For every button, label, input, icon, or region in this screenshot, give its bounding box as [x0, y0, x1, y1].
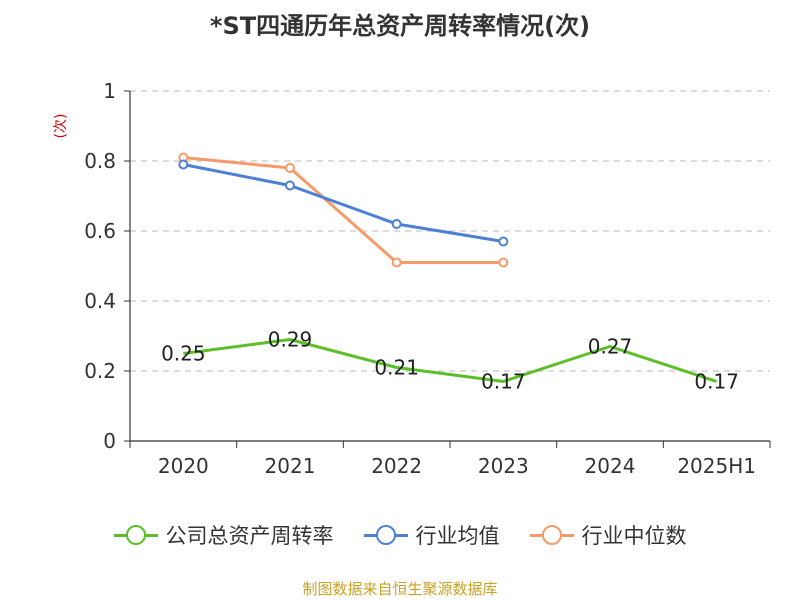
series-point-2: [498, 257, 509, 268]
series-line-1: [183, 163, 504, 243]
series-point-2: [391, 257, 402, 268]
y-tick-label: 0.6: [84, 219, 116, 243]
series-point-1: [285, 180, 295, 191]
legend-label-industry-median: 行业中位数: [581, 524, 687, 548]
legend-marker-company: [113, 525, 158, 545]
x-tick-label: 2021: [265, 454, 316, 478]
data-source-note: 制图数据来自恒生聚源数据库: [302, 580, 498, 598]
data-label: 0.21: [374, 356, 419, 380]
x-tick-label: 2022: [371, 454, 422, 478]
x-tick-label: 2023: [478, 454, 529, 478]
data-label: 0.25: [161, 342, 206, 366]
legend-label-industry-avg: 行业均值: [415, 524, 500, 548]
legend-item-industry-median[interactable]: 行业中位数: [529, 520, 687, 550]
legend-marker-industry-avg: [363, 525, 408, 545]
data-label: 0.17: [481, 370, 526, 394]
x-tick-label: 2025H1: [677, 454, 756, 478]
y-tick-label: 0.4: [84, 289, 116, 313]
y-tick-label: 0.2: [84, 359, 116, 383]
series-point-1: [391, 219, 402, 229]
legend-marker-industry-median: [529, 525, 574, 545]
series-line-2: [183, 156, 504, 264]
series-line-0: [183, 338, 718, 383]
data-label: 0.29: [268, 328, 313, 352]
legend-label-company: 公司总资产周转率: [165, 524, 334, 548]
x-tick-label: 2024: [585, 454, 636, 478]
series-point-2: [285, 163, 295, 173]
y-tick-label: 1: [103, 79, 116, 103]
series-point-1: [498, 236, 509, 247]
series-point-1: [178, 159, 189, 170]
data-label: 0.27: [588, 335, 633, 359]
chart-legend: 公司总资产周转率 行业均值 行业中位数: [0, 520, 800, 550]
y-tick-label: 0.8: [84, 149, 116, 173]
legend-item-company[interactable]: 公司总资产周转率: [113, 520, 334, 550]
data-label: 0.17: [694, 370, 739, 394]
line-chart: 0 0.2 0.4 0.6 0.8 1 2020 2021 2022 2023 2024 2025H1…: [84, 79, 771, 478]
x-tick-label: 2020: [158, 454, 209, 478]
legend-item-industry-avg[interactable]: 行业均值: [363, 520, 500, 550]
chart-title: *ST四通历年总资产周转率情况(次): [209, 12, 591, 40]
y-tick-label: 0: [103, 429, 116, 453]
